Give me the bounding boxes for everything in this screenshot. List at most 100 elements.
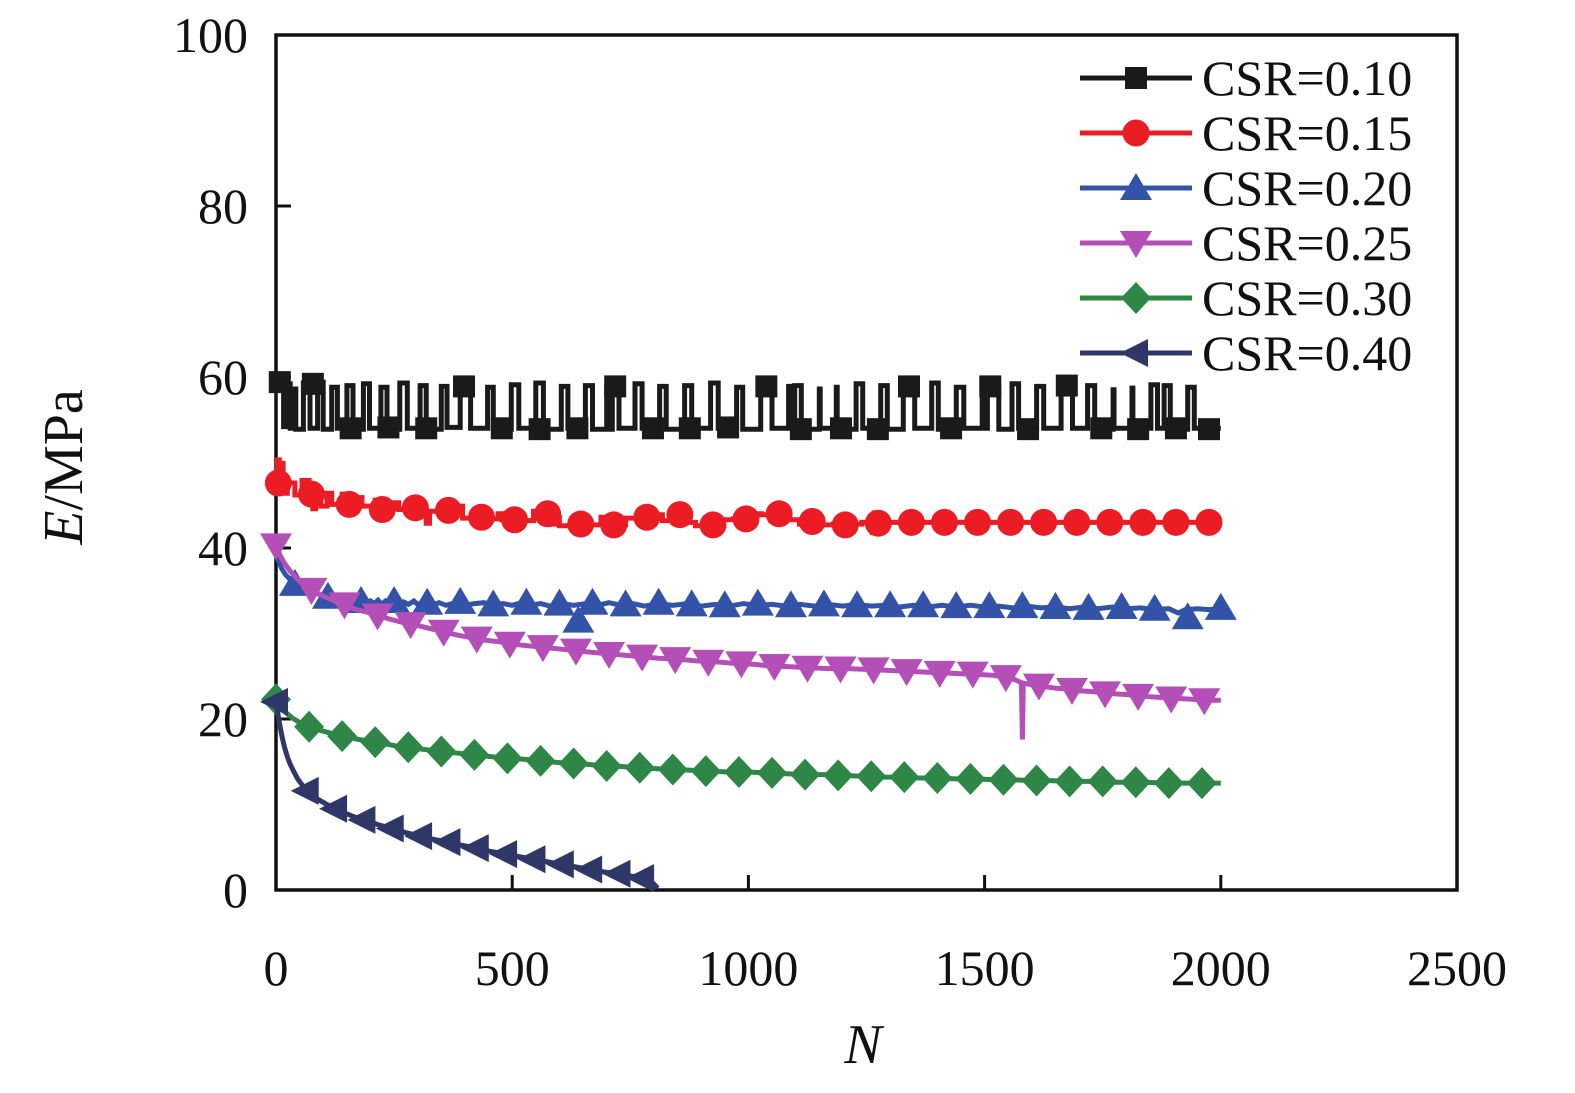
x-axis-label: N bbox=[843, 1014, 884, 1076]
series-csr-0-40 bbox=[260, 687, 660, 893]
series-csr-0-10-marker bbox=[566, 417, 589, 440]
series-csr-0-15-marker bbox=[997, 508, 1025, 536]
series-csr-0-20-marker bbox=[411, 587, 444, 615]
series-csr-0-10-marker bbox=[829, 417, 852, 440]
series-csr-0-20-marker bbox=[1171, 602, 1204, 630]
series-csr-0-25-marker bbox=[956, 661, 989, 689]
legend-label-csr-0-15: CSR=0.15 bbox=[1202, 105, 1412, 161]
legend: CSR=0.10CSR=0.15CSR=0.20CSR=0.25CSR=0.30… bbox=[1080, 50, 1412, 381]
series-csr-0-30-marker bbox=[922, 761, 953, 794]
series-csr-0-25-marker bbox=[857, 657, 890, 685]
series-csr-0-25-marker bbox=[526, 635, 559, 663]
series-csr-0-25-marker bbox=[1022, 673, 1055, 701]
series-csr-0-25-marker bbox=[260, 533, 292, 561]
series-csr-0-20-marker bbox=[609, 589, 642, 617]
series-csr-0-25-marker bbox=[394, 612, 427, 640]
series-csr-0-10-marker bbox=[1055, 374, 1078, 397]
series-csr-0-20-marker bbox=[675, 589, 708, 617]
series-csr-0-15-marker bbox=[1063, 508, 1091, 536]
y-axis-label: E/MPa bbox=[33, 389, 95, 546]
series-csr-0-30-marker bbox=[1153, 767, 1184, 800]
series-csr-0-15-marker bbox=[798, 507, 826, 535]
legend-marker-csr-0-20 bbox=[1120, 173, 1152, 200]
series-csr-0-20-marker bbox=[841, 590, 874, 618]
series-csr-0-20-marker bbox=[510, 587, 543, 615]
series-csr-0-25-marker bbox=[923, 660, 956, 688]
series-csr-0-20-marker bbox=[807, 589, 840, 617]
series-csr-0-30-marker bbox=[459, 738, 490, 771]
series-csr-0-15-marker bbox=[567, 510, 595, 538]
series-csr-0-25-marker bbox=[791, 655, 824, 683]
series-csr-0-15-marker bbox=[732, 505, 760, 533]
series-csr-0-10-marker bbox=[339, 417, 362, 440]
legend-item-csr-0-15: CSR=0.15 bbox=[1080, 105, 1412, 161]
series-csr-0-25-marker bbox=[1188, 688, 1221, 716]
series-csr-0-30-marker bbox=[558, 747, 589, 780]
series-csr-0-20-marker bbox=[1006, 591, 1039, 619]
series-csr-0-10-marker bbox=[528, 418, 551, 441]
series-csr-0-40-marker bbox=[517, 845, 546, 874]
series-csr-0-40-marker bbox=[574, 855, 603, 884]
y-tick-label-40: 40 bbox=[198, 520, 248, 576]
series-csr-0-40-marker bbox=[375, 814, 404, 843]
series-csr-0-15-marker bbox=[1096, 508, 1124, 536]
series-csr-0-10-marker bbox=[1127, 418, 1150, 441]
series-csr-0-30-marker bbox=[525, 744, 556, 777]
series-csr-0-30-marker bbox=[1087, 765, 1118, 798]
series-csr-0-10-marker bbox=[490, 417, 513, 440]
y-tick-label-60: 60 bbox=[198, 349, 248, 405]
series-csr-0-20-marker bbox=[973, 591, 1006, 619]
series-csr-0-20-marker bbox=[1072, 592, 1105, 620]
y-tick-label-80: 80 bbox=[198, 178, 248, 234]
series-csr-0-30-marker bbox=[591, 750, 622, 783]
series-csr-0-25-marker bbox=[427, 619, 460, 647]
series-csr-0-40-marker bbox=[347, 805, 376, 834]
legend-item-csr-0-25: CSR=0.25 bbox=[1080, 215, 1412, 271]
series-csr-0-10-marker bbox=[755, 375, 778, 398]
series-csr-0-40-marker bbox=[432, 828, 461, 857]
series-csr-0-25-marker bbox=[626, 644, 659, 672]
series-csr-0-15-marker bbox=[1195, 508, 1223, 536]
series-csr-0-15-marker bbox=[501, 506, 529, 534]
series-csr-0-10-marker bbox=[1164, 417, 1187, 440]
x-tick-label-1000: 1000 bbox=[698, 940, 798, 996]
series-csr-0-40-marker bbox=[602, 859, 631, 888]
series-csr-0-30-marker bbox=[393, 731, 424, 764]
legend-label-csr-0-10: CSR=0.10 bbox=[1202, 50, 1412, 106]
series-csr-0-15-marker bbox=[699, 511, 727, 539]
series-csr-0-15 bbox=[264, 457, 1223, 539]
series-csr-0-10-marker bbox=[377, 416, 400, 439]
series-csr-0-40-marker bbox=[460, 834, 489, 863]
series-csr-0-15-marker bbox=[264, 469, 292, 497]
legend-label-csr-0-40: CSR=0.40 bbox=[1202, 325, 1412, 381]
series-csr-0-15-marker bbox=[434, 496, 462, 524]
series-csr-0-10-marker bbox=[1090, 417, 1113, 440]
series-csr-0-30-marker bbox=[723, 756, 754, 789]
series-csr-0-30-marker bbox=[360, 726, 391, 759]
series-csr-0-25-marker bbox=[295, 577, 328, 605]
series-csr-0-15-marker bbox=[534, 500, 562, 528]
series-csr-0-20-marker bbox=[874, 590, 907, 618]
x-tick-label-500: 500 bbox=[475, 940, 550, 996]
series-csr-0-30-marker bbox=[1054, 765, 1085, 798]
series-csr-0-25-marker bbox=[989, 665, 1022, 693]
series-csr-0-40-marker bbox=[489, 840, 518, 869]
series-csr-0-25-marker bbox=[460, 626, 493, 654]
series-csr-0-15-marker bbox=[297, 480, 325, 508]
series-csr-0-10-marker bbox=[301, 372, 324, 395]
series-csr-0-15-marker bbox=[401, 494, 429, 522]
legend-label-csr-0-30: CSR=0.30 bbox=[1202, 270, 1412, 326]
series-csr-0-10-marker bbox=[789, 418, 812, 441]
series-csr-0-30-marker bbox=[657, 753, 688, 786]
series-csr-0-15-marker bbox=[1030, 508, 1058, 536]
series-csr-0-25-marker bbox=[328, 592, 361, 620]
series-csr-0-25-marker bbox=[593, 642, 626, 670]
series-csr-0-25-marker bbox=[1155, 686, 1188, 714]
series-csr-0-20-marker bbox=[576, 587, 609, 615]
series-csr-0-15-marker bbox=[964, 508, 992, 536]
series-csr-0-10-marker bbox=[415, 417, 438, 440]
series-csr-0-30-marker bbox=[624, 751, 655, 784]
series-csr-0-25-marker bbox=[361, 603, 394, 631]
